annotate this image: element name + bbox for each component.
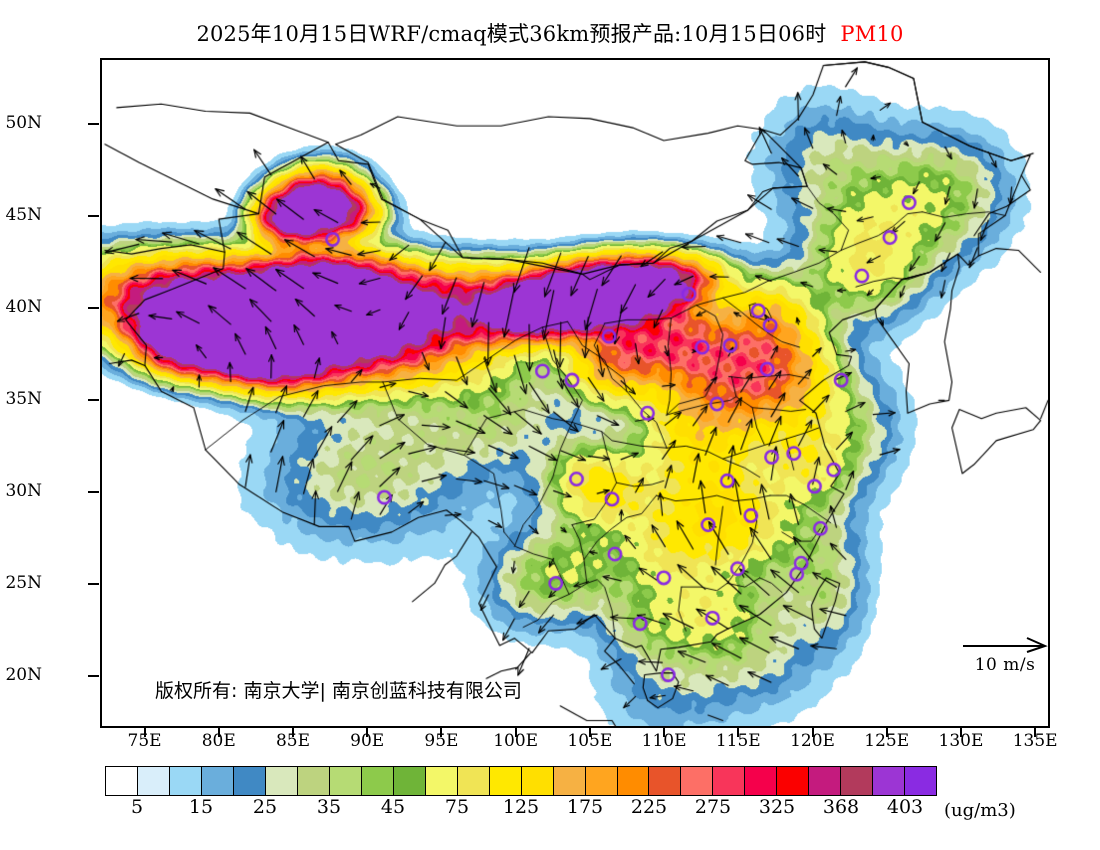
y-axis-tick-mark: [88, 491, 99, 494]
y-axis-tick-mark: [88, 675, 99, 678]
x-axis-tick-mark: [217, 728, 220, 737]
x-axis-tick-label: 120E: [790, 731, 835, 751]
x-axis-tick-mark: [737, 728, 740, 737]
x-axis-tick-mark: [588, 728, 591, 737]
colorbar-tick-label: 175: [566, 796, 604, 818]
x-axis-tick-label: 135E: [1012, 731, 1058, 751]
colorbar-tick-label: 275: [694, 796, 732, 818]
colorbar-swatch: [713, 767, 746, 795]
wind-key-label: 10 m/s: [974, 655, 1036, 675]
x-axis-tick-label: 90E: [350, 731, 385, 751]
colorbar-swatch: [361, 767, 394, 795]
colorbar-swatch: [329, 767, 362, 795]
colorbar-swatch: [297, 767, 330, 795]
map-plot-frame: [100, 58, 1050, 728]
colorbar-swatch: [745, 767, 778, 795]
x-axis-tick-mark: [291, 728, 294, 737]
colorbar-swatch: [841, 767, 874, 795]
x-axis-tick-label: 95E: [424, 731, 459, 751]
x-axis-tick-mark: [959, 728, 962, 737]
x-axis-tick-label: 110E: [641, 731, 687, 751]
colorbar-tick-label: 5: [130, 796, 144, 818]
title-species-label: PM10: [840, 22, 904, 46]
colorbar-swatch: [265, 767, 298, 795]
colorbar-swatch: [585, 767, 618, 795]
colorbar-swatch: [681, 767, 714, 795]
colorbar-tick-label: 15: [188, 796, 214, 818]
y-axis-tick-label: 45N: [5, 205, 42, 226]
colorbar-tick-label: 25: [252, 796, 278, 818]
colorbar-tick-label: 403: [886, 796, 924, 818]
colorbar-tick-label: 45: [380, 796, 406, 818]
x-axis-tick-label: 75E: [127, 731, 162, 751]
colorbar-units-label: (ug/m3): [944, 800, 1016, 821]
x-axis-tick-mark: [885, 728, 888, 737]
y-axis-tick-label: 20N: [5, 665, 42, 686]
colorbar-tick-label: 368: [822, 796, 860, 818]
colorbar-swatch: [201, 767, 234, 795]
x-axis-tick-mark: [1034, 728, 1037, 737]
colorbar-swatch: [809, 767, 842, 795]
colorbar-swatch: [393, 767, 426, 795]
y-axis-tick-mark: [88, 215, 99, 218]
x-axis-tick-label: 100E: [493, 731, 539, 751]
y-axis-tick-label: 40N: [5, 297, 42, 318]
colorbar-tick-label: 325: [758, 796, 796, 818]
y-axis-tick-label: 30N: [5, 481, 42, 502]
colorbar-swatches: [105, 766, 937, 796]
colorbar-tick-label: 75: [444, 796, 470, 818]
x-axis-tick-label: 85E: [275, 731, 310, 751]
title-main-text: 2025年10月15日WRF/cmaq模式36km预报产品:10月15日06时: [196, 22, 827, 46]
colorbar-tick-label: 225: [630, 796, 668, 818]
colorbar-swatch: [873, 767, 906, 795]
colorbar-tick-label: 125: [502, 796, 540, 818]
chart-title: 2025年10月15日WRF/cmaq模式36km预报产品:10月15日06时 P…: [0, 18, 1100, 48]
x-axis-tick-mark: [663, 728, 666, 737]
x-axis-tick-label: 105E: [567, 731, 613, 751]
colorbar-swatch: [649, 767, 682, 795]
colorbar-swatch: [457, 767, 490, 795]
x-axis-tick-label: 130E: [938, 731, 984, 751]
wind-vector-scale-key: 10 m/s: [955, 634, 1055, 675]
colorbar-swatch: [905, 767, 937, 795]
colorbar-swatch: [553, 767, 586, 795]
x-axis-tick-mark: [366, 728, 369, 737]
y-axis-tick-label: 35N: [5, 389, 42, 410]
y-axis-tick-mark: [88, 583, 99, 586]
colorbar-swatch: [425, 767, 458, 795]
copyright-notice: 版权所有: 南京大学| 南京创蓝科技有限公司: [155, 680, 522, 702]
colorbar: [105, 766, 937, 796]
x-axis-tick-mark: [811, 728, 814, 737]
wind-arrow-icon: [963, 637, 1048, 653]
y-axis-tick-label: 50N: [5, 113, 42, 134]
colorbar-swatch: [521, 767, 554, 795]
colorbar-tick-label: 35: [316, 796, 342, 818]
y-axis-tick-mark: [88, 399, 99, 402]
pm10-concentration-map: [102, 60, 1048, 726]
x-axis-tick-mark: [514, 728, 517, 737]
x-axis-tick-label: 115E: [715, 731, 761, 751]
colorbar-swatch: [106, 767, 138, 795]
x-axis-tick-label: 125E: [864, 731, 910, 751]
x-axis-tick-label: 80E: [201, 731, 236, 751]
colorbar-swatch: [617, 767, 650, 795]
colorbar-swatch: [233, 767, 266, 795]
y-axis-tick-mark: [88, 307, 99, 310]
y-axis-tick-mark: [88, 123, 99, 126]
colorbar-swatch: [489, 767, 522, 795]
colorbar-swatch: [137, 767, 170, 795]
x-axis-tick-mark: [440, 728, 443, 737]
colorbar-swatch: [777, 767, 810, 795]
colorbar-swatch: [169, 767, 202, 795]
y-axis-tick-label: 25N: [5, 573, 42, 594]
x-axis-tick-mark: [143, 728, 146, 737]
